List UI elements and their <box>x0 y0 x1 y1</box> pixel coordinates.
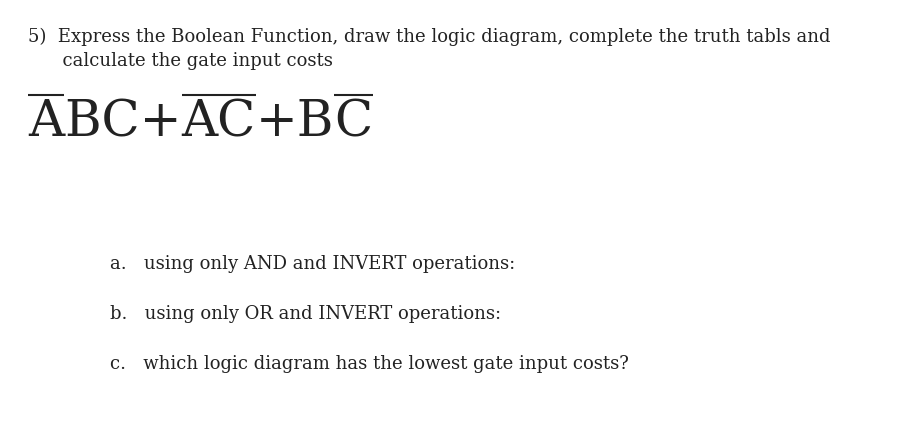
Text: C: C <box>334 98 373 148</box>
Text: BC+: BC+ <box>64 98 182 148</box>
Text: a.   using only AND and INVERT operations:: a. using only AND and INVERT operations: <box>110 255 515 273</box>
Text: b.   using only OR and INVERT operations:: b. using only OR and INVERT operations: <box>110 305 501 323</box>
Text: c.   which logic diagram has the lowest gate input costs?: c. which logic diagram has the lowest ga… <box>110 355 629 373</box>
Text: A: A <box>28 98 64 148</box>
Text: +B: +B <box>256 98 334 148</box>
Text: AC: AC <box>182 98 256 148</box>
Text: calculate the gate input costs: calculate the gate input costs <box>28 52 333 70</box>
Text: 5)  Express the Boolean Function, draw the logic diagram, complete the truth tab: 5) Express the Boolean Function, draw th… <box>28 28 831 46</box>
